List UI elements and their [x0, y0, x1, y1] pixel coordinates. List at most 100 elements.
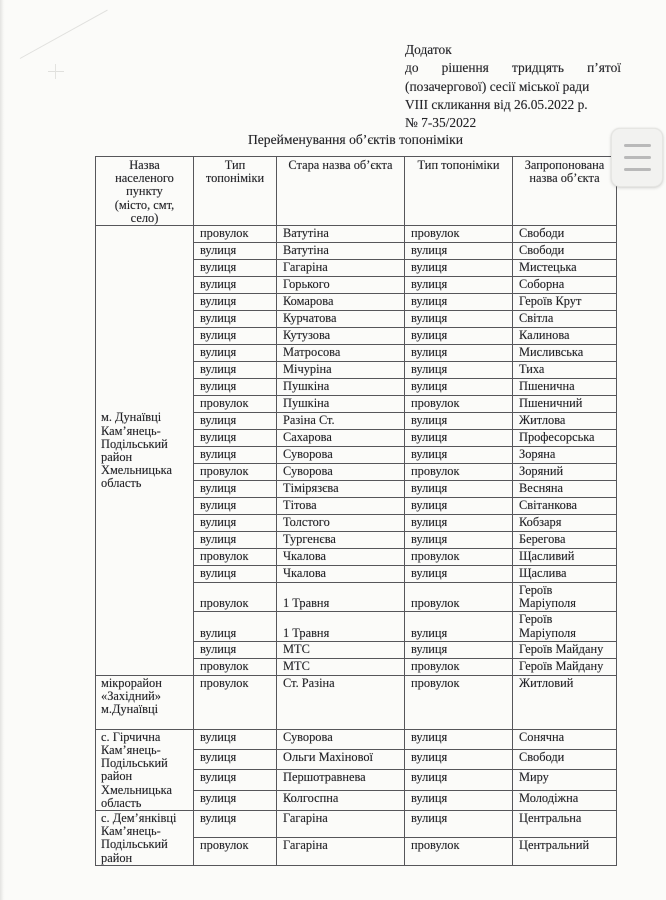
type-old-cell: провулок	[193, 463, 277, 482]
old-name-cell: Колгоспна	[276, 789, 405, 812]
old-name-cell: Тітова	[276, 497, 405, 516]
table-row: вулиця Чкалова вулиця Щаслива	[96, 565, 617, 584]
corner-fold-line	[19, 9, 108, 59]
type-new-cell: вулиця	[404, 276, 513, 295]
settlement-cell: с. Гірчична Кам’янець- Подільський район…	[95, 728, 194, 812]
old-name-cell: Суворова	[276, 446, 405, 465]
type-old-cell: вулиця	[193, 640, 277, 659]
new-name-cell: Берегова	[512, 531, 617, 550]
old-name-cell: 1 Травня	[276, 582, 405, 613]
new-name-cell: Центральна	[512, 810, 617, 839]
type-old-cell: вулиця	[193, 344, 277, 363]
new-name-cell: Калинова	[512, 327, 617, 346]
new-name-cell: Світанкова	[512, 497, 617, 516]
type-old-cell: вулиця	[193, 728, 277, 751]
type-old-cell: провулок	[193, 548, 277, 567]
toponymy-table: Назва населеного пункту (місто, смт, сел…	[95, 155, 617, 866]
new-name-cell: Житлова	[512, 412, 617, 431]
appendix-line: VIII скликання від 26.05.2022 р.	[405, 96, 588, 112]
old-name-cell: Гагаріна	[276, 837, 405, 866]
header-proposed-name: Запропонована назва об’єкта	[512, 155, 617, 227]
table-body: м. Дунаївці Кам’янець- Подільський район…	[95, 225, 617, 866]
new-name-cell: Свободи	[512, 749, 617, 771]
old-name-cell: Разіна Ст.	[276, 412, 405, 431]
menu-button[interactable]	[611, 128, 663, 187]
new-name-cell: Світла	[512, 310, 617, 329]
type-new-cell: вулиця	[404, 327, 513, 346]
table-row: вулиця Пушкіна вулиця Пшенична	[96, 378, 617, 397]
new-name-cell: Зоряна	[512, 446, 617, 465]
type-new-cell: вулиця	[404, 769, 513, 791]
old-name-cell: Гагаріна	[276, 259, 405, 278]
table-row: провулок МТС провулок Героїв Майдану	[96, 657, 617, 676]
type-old-cell: провулок	[193, 674, 277, 730]
new-name-cell: Кобзаря	[512, 514, 617, 533]
type-old-cell: вулиця	[193, 293, 277, 312]
old-name-cell: Комарова	[276, 293, 405, 312]
type-old-cell: вулиця	[193, 412, 277, 431]
old-name-cell: Курчатова	[276, 310, 405, 329]
menu-bar	[623, 144, 651, 147]
type-old-cell: вулиця	[193, 378, 277, 397]
type-new-cell: вулиця	[404, 611, 513, 642]
old-name-cell: Чкалова	[276, 548, 405, 567]
type-old-cell: вулиця	[193, 749, 277, 771]
type-new-cell: вулиця	[404, 497, 513, 516]
type-new-cell: вулиця	[404, 259, 513, 278]
header-toponym-type-new: Тип топоніміки	[404, 155, 513, 227]
old-name-cell: Тургенєва	[276, 531, 405, 550]
type-new-cell: вулиця	[404, 640, 513, 659]
table-row: вулиця Ольги Махінової вулиця Свободи	[96, 749, 617, 771]
type-old-cell: вулиця	[193, 611, 277, 642]
new-name-cell: Центральний	[512, 837, 617, 866]
type-new-cell: вулиця	[404, 412, 513, 431]
new-name-cell: Героїв Майдану	[512, 657, 617, 676]
paper-crease-mark	[48, 64, 64, 79]
table-row: м. Дунаївці Кам’янець- Подільський район…	[95, 225, 617, 676]
type-old-cell: вулиця	[193, 497, 277, 516]
type-new-cell: провулок	[404, 463, 513, 482]
table-row: вулиця Колгоспна вулиця Молодіжна	[96, 789, 617, 812]
type-old-cell: вулиця	[193, 446, 277, 465]
new-name-cell: Професорська	[512, 429, 617, 448]
type-new-cell: вулиця	[404, 531, 513, 550]
settlement-cell: с. Дем’янківці Кам’янець- Подільський ра…	[95, 810, 194, 866]
old-name-cell: Кутузова	[276, 327, 405, 346]
table-row: провулок Пушкіна провулок Пшеничний	[96, 395, 617, 414]
appendix-reference-block: Додаток до рішення тридцять п’ятої (поза…	[405, 41, 621, 132]
old-name-cell: Ватутіна	[276, 242, 405, 261]
menu-bar	[623, 168, 651, 171]
old-name-cell: Толстого	[276, 514, 405, 533]
table-row: вулиця Кутузова вулиця Калинова	[96, 327, 617, 346]
type-old-cell: вулиця	[193, 276, 277, 295]
type-new-cell: вулиця	[404, 514, 513, 533]
type-new-cell: вулиця	[404, 429, 513, 448]
new-name-cell: Героїв Маріуполя	[512, 611, 617, 642]
old-name-cell: Ст. Разіна	[276, 674, 405, 730]
table-row: вулиця Тімірязєва вулиця Весняна	[96, 480, 617, 499]
type-old-cell: вулиця	[193, 242, 277, 261]
table-row: вулиця Курчатова вулиця Світла	[96, 310, 617, 329]
new-name-cell: Мисливська	[512, 344, 617, 363]
type-old-cell: вулиця	[193, 810, 277, 839]
table-row: провулок Чкалова провулок Щасливий	[96, 548, 617, 567]
new-name-cell: Пшеничний	[512, 395, 617, 414]
menu-bar	[623, 156, 651, 159]
old-name-cell: Першотравнева	[276, 769, 405, 791]
table-row: с. Гірчична Кам’янець- Подільський район…	[95, 728, 617, 812]
table-row: вулиця МТС вулиця Героїв Майдану	[96, 640, 617, 659]
type-new-cell: провулок	[404, 657, 513, 676]
old-name-cell: 1 Травня	[276, 611, 405, 642]
type-new-cell: вулиця	[404, 789, 513, 812]
type-old-cell: провулок	[193, 395, 277, 414]
type-old-cell: вулиця	[193, 565, 277, 584]
table-header-row: Назва населеного пункту (місто, смт, сел…	[95, 155, 617, 227]
type-new-cell: вулиця	[404, 310, 513, 329]
appendix-line: (позачергової) сесії міської ради	[405, 78, 590, 94]
old-name-cell: Матросова	[276, 344, 405, 363]
type-old-cell: провулок	[193, 225, 277, 244]
type-new-cell: вулиця	[404, 749, 513, 771]
old-name-cell: Пушкіна	[276, 395, 405, 414]
type-new-cell: провулок	[404, 225, 513, 244]
